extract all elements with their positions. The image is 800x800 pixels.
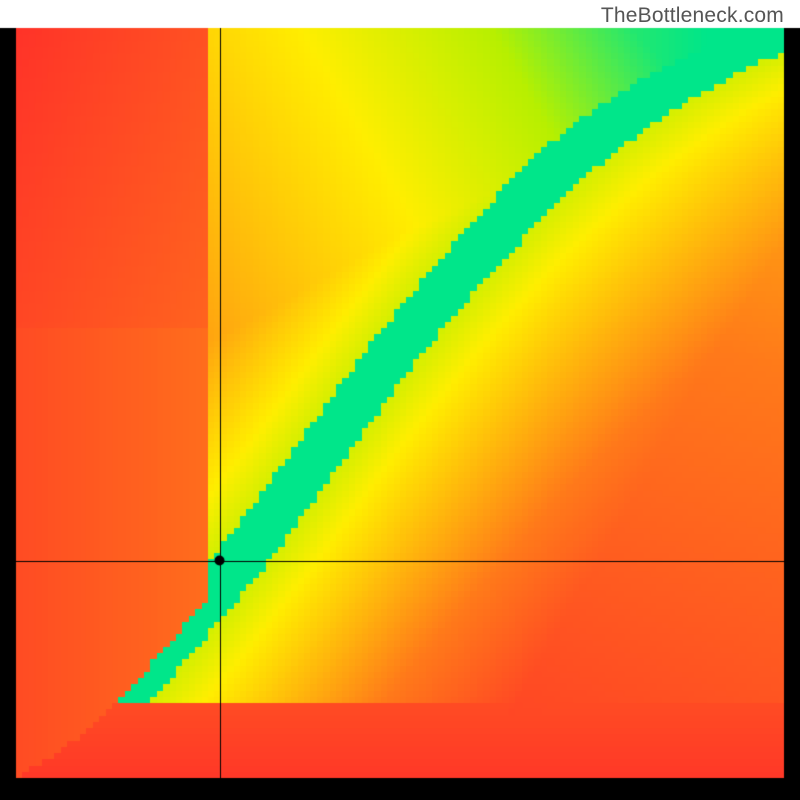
chart-container: TheBottleneck.com: [0, 0, 800, 800]
heatmap-canvas: [0, 0, 800, 800]
watermark-text: TheBottleneck.com: [601, 4, 784, 28]
